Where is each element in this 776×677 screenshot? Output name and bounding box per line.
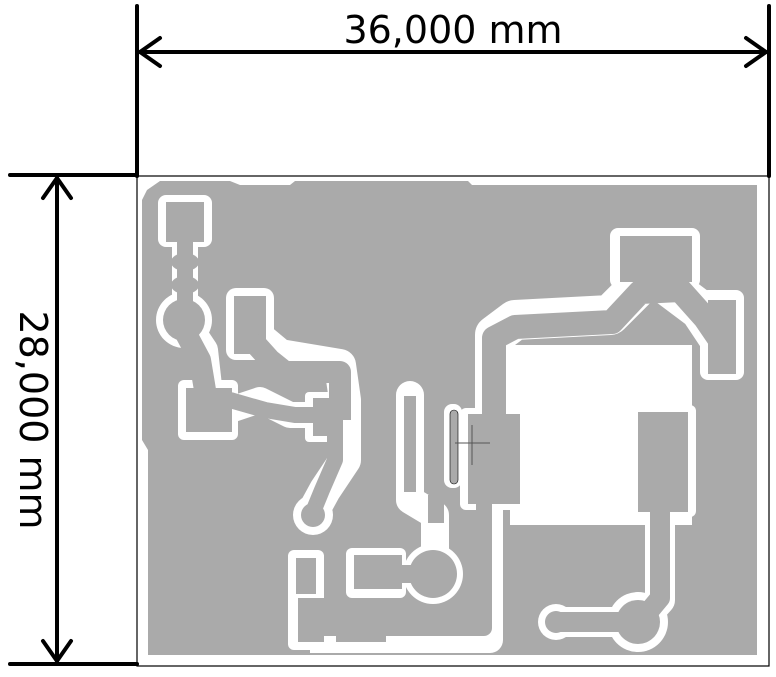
pad-left-bottom [186,388,232,432]
width-arrow-left [136,36,162,68]
slot-pad [449,409,459,485]
pad-center-block [468,414,520,504]
pad-bottom-left [298,598,324,642]
pad-right-block [638,412,688,512]
height-arrow-bottom [41,639,73,665]
height-arrow-top [41,174,73,200]
pad-center-round [409,550,457,598]
pad-mid-small [313,398,329,436]
dimension-height [8,173,139,666]
trace-left-bulge-1 [171,253,199,271]
pad-right-round [616,600,660,644]
trace-mid-lower [305,412,343,520]
width-label: 36,000 mm [343,8,562,52]
width-arrow-right [744,36,770,68]
pad-bottom-mid [354,555,402,589]
crosshair-marker [455,425,490,465]
via-mid [301,503,325,527]
trace-center-link [395,565,415,583]
trace-left-bulge-2 [171,276,199,294]
pad-center-small [428,495,444,523]
trace-mid [243,332,351,420]
trace-left-lower [174,324,216,392]
trace-center-vertical [404,396,416,492]
via-right [545,611,567,633]
trace-bottom-connector [336,620,386,642]
height-label: 28,000 mm [11,310,55,529]
pad-right-side [708,300,736,374]
pad-left-top [166,202,204,242]
copper-features [163,202,736,644]
trace-left-to-pad [227,392,318,423]
dimension-width [135,4,771,178]
pad-bottom-left-top [296,558,316,594]
pad-right-top [620,236,692,282]
trace-right-main [482,278,730,420]
